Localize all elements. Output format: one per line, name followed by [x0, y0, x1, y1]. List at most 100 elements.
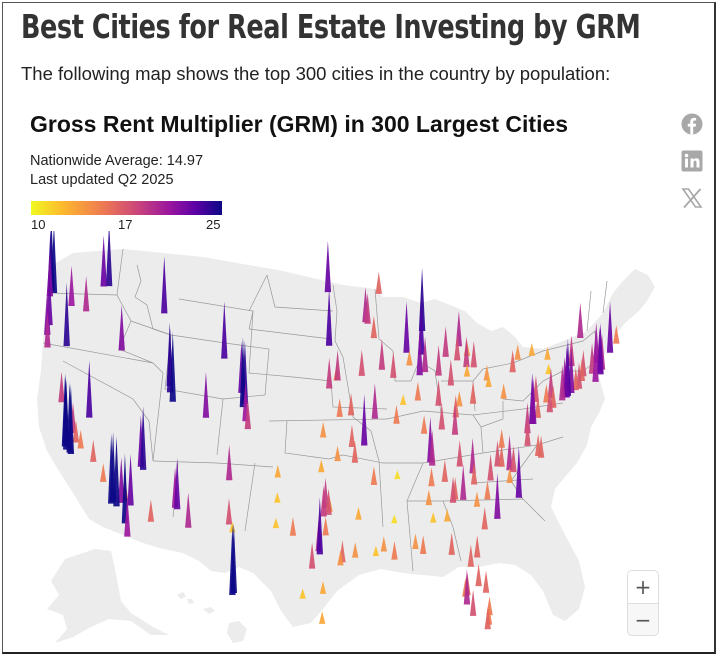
city-spike[interactable] [481, 507, 488, 530]
city-spike[interactable] [592, 341, 599, 382]
city-spike[interactable] [463, 336, 470, 368]
city-spike[interactable] [274, 492, 281, 503]
city-spike[interactable] [82, 275, 90, 312]
city-spike[interactable] [428, 467, 435, 487]
city-spike[interactable] [370, 466, 378, 486]
city-spike[interactable] [361, 394, 368, 446]
city-spike[interactable] [380, 536, 388, 552]
city-spike[interactable] [229, 525, 236, 595]
city-spike[interactable] [118, 457, 125, 503]
zoom-out-button[interactable]: − [634, 608, 652, 632]
city-spike[interactable] [563, 346, 570, 398]
city-spike[interactable] [319, 581, 327, 594]
city-spike[interactable] [430, 512, 437, 523]
city-spike[interactable] [169, 331, 176, 402]
city-spike[interactable] [452, 395, 459, 418]
city-spike[interactable] [308, 542, 316, 569]
city-spike[interactable] [498, 444, 505, 467]
city-spike[interactable] [399, 394, 407, 405]
city-spike[interactable] [544, 347, 551, 360]
city-spike[interactable] [108, 433, 115, 504]
city-spike[interactable] [371, 383, 379, 419]
city-spike[interactable] [451, 404, 459, 435]
city-spike[interactable] [185, 492, 192, 528]
city-spike[interactable] [394, 470, 401, 480]
city-spike[interactable] [226, 444, 233, 481]
city-spike[interactable] [100, 235, 107, 287]
city-spike[interactable] [147, 499, 155, 522]
city-spike[interactable] [324, 240, 332, 293]
city-spike[interactable] [121, 453, 129, 524]
city-spike[interactable] [484, 606, 491, 630]
city-spike[interactable] [425, 489, 433, 506]
city-spike[interactable] [514, 344, 521, 360]
city-spike[interactable] [318, 611, 326, 624]
city-spike[interactable] [412, 533, 419, 550]
city-spike[interactable] [470, 462, 478, 485]
city-spike[interactable] [322, 516, 329, 536]
city-spike[interactable] [221, 301, 228, 359]
city-spike[interactable] [393, 405, 400, 424]
city-spike[interactable] [390, 351, 397, 378]
city-spike[interactable] [113, 436, 120, 507]
city-spike[interactable] [351, 440, 359, 463]
city-spike[interactable] [543, 383, 550, 403]
city-spike[interactable] [364, 293, 371, 324]
city-spike[interactable] [370, 315, 378, 339]
city-spike[interactable] [334, 349, 341, 381]
city-spike[interactable] [506, 467, 513, 483]
city-spike[interactable] [441, 459, 449, 482]
city-spike[interactable] [559, 364, 566, 401]
city-spike[interactable] [77, 429, 84, 449]
city-spike[interactable] [50, 231, 58, 293]
city-spike[interactable] [438, 403, 445, 430]
city-spike[interactable] [420, 415, 428, 434]
city-spike[interactable] [337, 549, 344, 566]
x-icon[interactable] [681, 187, 703, 209]
city-spike[interactable] [46, 250, 54, 297]
city-spike[interactable] [289, 517, 297, 536]
city-spike[interactable] [299, 588, 306, 599]
city-spike[interactable] [72, 420, 80, 443]
city-spike[interactable] [378, 339, 386, 370]
city-spike[interactable] [494, 473, 501, 519]
city-spike[interactable] [429, 430, 436, 466]
city-spike[interactable] [597, 322, 604, 375]
city-spike[interactable] [506, 434, 513, 471]
city-spike[interactable] [545, 363, 552, 375]
city-spike[interactable] [274, 464, 281, 478]
city-spike[interactable] [469, 589, 477, 616]
city-spike[interactable] [510, 445, 517, 473]
city-spike[interactable] [606, 301, 614, 353]
city-spike[interactable] [319, 421, 327, 438]
city-spike[interactable] [494, 440, 501, 467]
city-spike[interactable] [348, 424, 356, 447]
city-spike[interactable] [463, 569, 471, 605]
city-spike[interactable] [68, 265, 75, 307]
city-spike[interactable] [239, 337, 247, 408]
city-spike[interactable] [460, 464, 467, 500]
city-spike[interactable] [318, 459, 325, 473]
city-spike[interactable] [58, 371, 65, 403]
facebook-icon[interactable] [681, 113, 703, 135]
city-spike[interactable] [375, 271, 382, 294]
city-spike[interactable] [524, 402, 531, 434]
city-spike[interactable] [435, 379, 442, 406]
city-spike[interactable] [44, 289, 51, 335]
city-spike[interactable] [272, 517, 280, 529]
city-spike[interactable] [515, 446, 523, 498]
city-spike[interactable] [325, 288, 333, 346]
city-spike[interactable] [470, 341, 478, 368]
city-spike[interactable] [482, 570, 490, 593]
city-spike[interactable] [442, 326, 449, 357]
city-spike[interactable] [391, 540, 398, 560]
city-spike[interactable] [403, 301, 410, 353]
city-spike[interactable] [355, 506, 362, 520]
city-spike[interactable] [416, 329, 423, 376]
city-spike[interactable] [347, 393, 355, 416]
city-spike[interactable] [498, 429, 505, 448]
city-spike[interactable] [524, 419, 531, 446]
city-spike[interactable] [44, 312, 51, 348]
city-spike[interactable] [463, 363, 471, 377]
city-spike[interactable] [534, 395, 542, 418]
